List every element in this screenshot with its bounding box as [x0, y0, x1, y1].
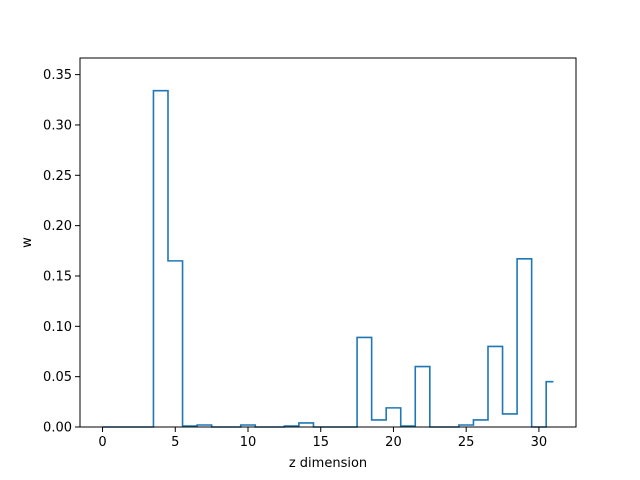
x-tick-label: 15	[312, 435, 329, 450]
x-tick-label: 0	[98, 435, 106, 450]
x-axis-ticks: 0 5 10 15 20 25 30	[98, 427, 547, 450]
x-tick-label: 20	[385, 435, 402, 450]
y-tick-label: 0.15	[43, 269, 72, 284]
x-tick-label: 30	[531, 435, 548, 450]
y-tick-label: 0.05	[43, 370, 72, 385]
y-tick-label: 0.10	[43, 320, 72, 335]
y-tick-label: 0.25	[43, 169, 72, 184]
plot-frame	[79, 57, 577, 428]
x-tick-label: 5	[171, 435, 179, 450]
y-tick-label: 0.20	[43, 219, 72, 234]
x-tick-label: 10	[240, 435, 257, 450]
y-axis-ticks: 0.00 0.05 0.10 0.15 0.20 0.25 0.30 0.35	[43, 68, 80, 436]
x-tick-label: 25	[458, 435, 475, 450]
y-tick-label: 0.30	[43, 118, 72, 133]
y-tick-label: 0.35	[43, 68, 72, 83]
x-axis-label: z dimension	[289, 456, 367, 471]
y-axis-label: w	[20, 237, 35, 248]
y-tick-label: 0.00	[43, 421, 72, 436]
